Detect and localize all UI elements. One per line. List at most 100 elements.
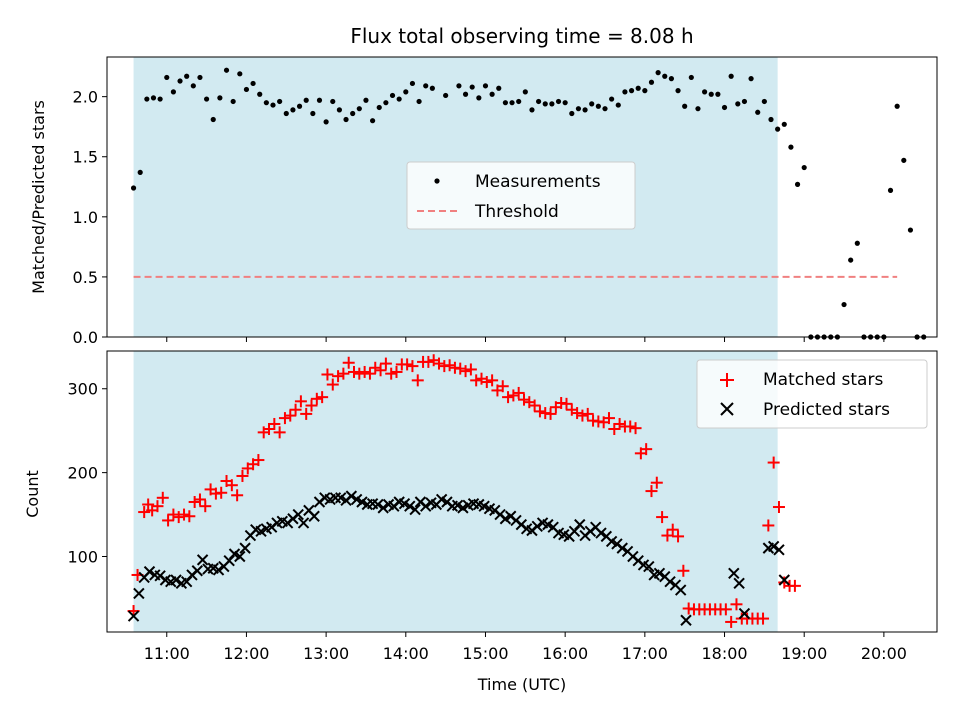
predicted-star-point xyxy=(420,500,432,512)
measurement-point xyxy=(383,100,389,106)
legend-label-measurements: Measurements xyxy=(475,172,601,192)
measurement-point xyxy=(695,106,701,112)
measurement-point xyxy=(708,91,714,97)
matched-star-point xyxy=(363,367,376,380)
legend-label-threshold: Threshold xyxy=(474,202,559,222)
bottom-plot-frame xyxy=(106,350,938,633)
measurement-point xyxy=(130,185,137,191)
measurement-point xyxy=(907,227,914,233)
predicted-star-point xyxy=(738,607,751,620)
top-y-tick-label: 1.0 xyxy=(73,208,98,227)
measurement-point xyxy=(423,83,429,89)
predicted-legend-marker xyxy=(720,402,734,416)
matched-star-point xyxy=(289,403,302,416)
predicted-star-point xyxy=(143,565,156,578)
measurement-point xyxy=(204,96,210,102)
measurement-point xyxy=(569,110,575,117)
measurement-point xyxy=(595,103,601,109)
measurement-point xyxy=(662,73,668,79)
matched-star-point xyxy=(677,564,690,577)
x-tick-label: 13:00 xyxy=(303,644,349,663)
measurement-point xyxy=(549,101,555,107)
top-y-tick-label: 0.5 xyxy=(73,268,98,287)
bottom-legend: Matched stars Predicted stars xyxy=(696,359,928,429)
measurement-point xyxy=(144,96,150,102)
matched-star-point xyxy=(353,367,366,380)
matched-star-point xyxy=(486,374,499,387)
measurement-point xyxy=(794,181,801,187)
measurement-point xyxy=(250,80,256,87)
matched-star-point xyxy=(183,510,196,523)
x-axis: 11:00 12:00 13:00 14:00 15:00 16:00 17:00 18:00… xyxy=(144,337,907,663)
measurement-legend-marker xyxy=(434,178,440,184)
measurement-point xyxy=(555,98,562,105)
predicted-star-point xyxy=(191,565,204,577)
measurement-point xyxy=(150,95,157,101)
x-tick-label: 14:00 xyxy=(383,644,429,663)
measurement-point xyxy=(635,85,641,91)
matched-star-point xyxy=(470,374,483,387)
matched-star-point xyxy=(178,508,191,521)
matched-star-point xyxy=(151,500,164,513)
matched-star-point xyxy=(666,523,679,536)
measurement-point xyxy=(469,84,475,90)
top-y-tick-label: 2.0 xyxy=(73,88,98,107)
bottom-y-tick-label: 200 xyxy=(67,464,98,483)
chart-title: Flux total observing time = 8.08 h xyxy=(350,24,693,48)
measurement-point xyxy=(376,104,382,111)
predicted-star-point xyxy=(643,560,655,573)
measurement-point xyxy=(456,83,462,89)
predicted-star-point xyxy=(767,540,780,553)
measurement-point xyxy=(502,100,508,106)
matched-star-point xyxy=(294,395,307,408)
measurement-point xyxy=(589,101,595,107)
matched-star-point xyxy=(602,412,615,425)
measurement-point xyxy=(529,107,535,113)
matched-star-point xyxy=(273,426,286,439)
measurement-point xyxy=(443,92,449,99)
measurement-point xyxy=(615,102,621,108)
measurement-point xyxy=(682,103,688,109)
measurement-point xyxy=(628,88,635,94)
measurement-point xyxy=(197,74,203,81)
top-y-axis-label: Matched/Predicted stars xyxy=(29,100,48,294)
measurement-point xyxy=(157,96,163,102)
measurement-point xyxy=(735,101,741,107)
predicted-star-point xyxy=(292,508,304,521)
measurement-point xyxy=(310,110,316,117)
predicted-star-point xyxy=(133,587,145,600)
measurement-point xyxy=(655,70,661,76)
measurement-point xyxy=(184,73,190,79)
measurement-point xyxy=(403,89,409,95)
measurement-point xyxy=(396,96,402,102)
predicted-star-point xyxy=(616,542,628,554)
measurement-point xyxy=(642,88,648,94)
measurement-point xyxy=(801,164,807,171)
measurement-point xyxy=(522,89,528,95)
matched-star-point xyxy=(188,495,201,508)
measurement-point xyxy=(496,85,502,91)
x-tick-label: 20:00 xyxy=(861,644,907,663)
matched-star-point xyxy=(502,391,515,404)
predicted-star-point xyxy=(170,574,182,586)
matched-star-point xyxy=(379,357,392,370)
predicted-star-point xyxy=(297,517,310,529)
measurement-point xyxy=(509,100,515,106)
measurement-point xyxy=(356,106,362,112)
measurement-point xyxy=(290,107,296,113)
matched-star-point xyxy=(608,423,621,436)
matched-star-point xyxy=(560,397,573,410)
matched-star-point xyxy=(512,386,525,399)
matched-star-point xyxy=(661,529,674,542)
matched-star-point xyxy=(459,365,472,378)
predicted-star-point xyxy=(239,542,251,554)
predicted-star-point xyxy=(733,577,745,590)
matched-star-point xyxy=(767,456,780,469)
matched-star-point xyxy=(284,409,297,422)
matched-star-point xyxy=(268,417,281,430)
measurement-point xyxy=(476,95,482,101)
matched-star-point xyxy=(772,501,785,514)
predicted-star-point xyxy=(574,518,586,531)
matched-star-point xyxy=(252,454,265,467)
measurement-point xyxy=(190,83,196,89)
